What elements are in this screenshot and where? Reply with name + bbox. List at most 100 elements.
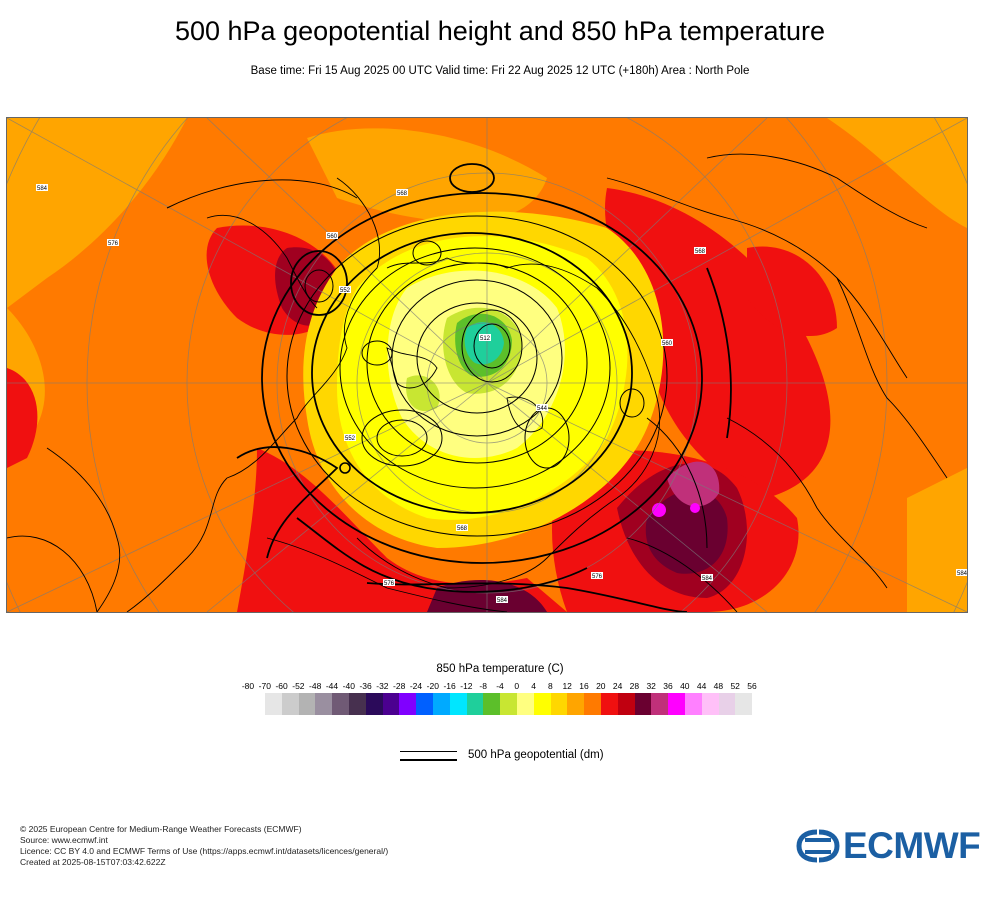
- contour-labels: 584 576 560 568 552 512 544 568 568 576 …: [36, 184, 967, 604]
- colorbar-tick-label: 8: [548, 681, 553, 691]
- colorbar-tick-label: -80: [241, 681, 255, 691]
- colorbar-swatch: [315, 693, 333, 715]
- credits-licence: Licence: CC BY 4.0 and ECMWF Terms of Us…: [20, 846, 389, 856]
- colorbar-tick-label: -60: [275, 681, 288, 691]
- colorbar-swatch: [567, 693, 585, 715]
- region-yellow-green-sw: [406, 375, 440, 412]
- colorbar-tick-label: 40: [680, 681, 690, 691]
- colorbar-tick-label: -36: [359, 681, 372, 691]
- colorbar-tick-label: -32: [376, 681, 389, 691]
- region-light-orange-ne: [827, 118, 967, 228]
- colorbar-swatch: [382, 693, 400, 715]
- contour-label: 560: [327, 234, 338, 240]
- ecmwf-logo-text: ECMWF: [843, 825, 981, 866]
- colorbar-swatch: [332, 693, 349, 715]
- colorbar-swatch: [500, 693, 517, 715]
- colorbar-swatch: [550, 693, 568, 715]
- contour-label: 560: [662, 341, 673, 347]
- legend-title: 850 hPa temperature (C): [436, 663, 564, 675]
- colorbar-swatch: [533, 693, 551, 715]
- contour-label: 576: [592, 574, 603, 580]
- colorbar-swatch: [399, 693, 417, 715]
- colorbar-tick-label: -16: [443, 681, 456, 691]
- region-pink-se: [667, 461, 720, 507]
- colorbar-swatch: [600, 693, 618, 715]
- geopotential-contours: [166, 163, 732, 612]
- colorbar-tick-label: 48: [713, 681, 724, 691]
- colorbar-swatch: [348, 693, 366, 715]
- colorbar-swatch: [466, 693, 484, 715]
- colorbar-tick-label: 0: [514, 681, 520, 691]
- contour-label: 544: [537, 406, 548, 412]
- contour-label: 568: [457, 526, 468, 532]
- credits-copyright: © 2025 European Centre for Medium-Range …: [20, 824, 302, 834]
- contour-label: 584: [497, 598, 508, 604]
- credits: © 2025 European Centre for Medium-Range …: [20, 824, 388, 868]
- colorbar-tick-label: -8: [479, 681, 487, 691]
- colorbar-swatch: [651, 693, 669, 715]
- contour-label: 584: [37, 186, 48, 192]
- ecmwf-logo-icon: [796, 829, 840, 863]
- colorbar: [265, 693, 753, 715]
- colorbar-tick-label: -12: [460, 681, 473, 691]
- region-magenta-hotspot-2: [690, 503, 700, 513]
- colorbar-tick-label: 24: [612, 681, 623, 691]
- colorbar-swatch: [432, 693, 450, 715]
- colorbar-tick-label: 4: [531, 681, 536, 691]
- colorbar-swatch: [634, 693, 652, 715]
- colorbar-tick-label: 52: [730, 681, 740, 691]
- colorbar-swatch: [735, 693, 753, 715]
- geopotential-legend: 500 hPa geopotential (dm): [400, 747, 660, 767]
- colorbar-swatch: [516, 693, 534, 715]
- colorbar-swatch: [701, 693, 719, 715]
- contour-label: 552: [345, 436, 356, 442]
- colorbar-swatch: [668, 693, 685, 715]
- colorbar-tick-label: -44: [325, 681, 339, 691]
- contour-label: 568: [397, 191, 408, 197]
- colorbar-swatch: [281, 693, 299, 715]
- ecmwf-logo: ECMWF: [795, 826, 985, 866]
- colorbar-tick-label: -24: [409, 681, 423, 691]
- region-red-ne: [747, 246, 837, 337]
- colorbar-tick-label: 12: [562, 681, 572, 691]
- colorbar-tick-label: -48: [309, 681, 322, 691]
- contour-label: 584: [957, 571, 967, 577]
- contour-label: 576: [384, 581, 395, 587]
- colorbar-swatch: [718, 693, 736, 715]
- colorbar-swatch: [298, 693, 316, 715]
- map-panel: 584 576 560 568 552 512 544 568 568 576 …: [6, 117, 968, 613]
- legend-thin-line: [400, 751, 457, 752]
- geopotential-legend-label: 500 hPa geopotential (dm): [468, 749, 604, 761]
- colorbar-tick-label: 28: [629, 681, 640, 691]
- contour-label: 512: [480, 336, 491, 342]
- colorbar-swatch: [617, 693, 635, 715]
- colorbar-tick-label: -20: [426, 681, 439, 691]
- colorbar-tick-label: -4: [496, 681, 504, 691]
- region-magenta-hotspot-1: [652, 503, 666, 517]
- colorbar-tick-label: -40: [342, 681, 355, 691]
- contour-label: 584: [702, 576, 713, 582]
- colorbar-swatch: [584, 693, 601, 715]
- region-teal-center: [464, 322, 504, 365]
- region-red-south: [237, 448, 567, 612]
- colorbar-tick-label: -28: [393, 681, 406, 691]
- credits-created: Created at 2025-08-15T07:03:42.622Z: [20, 857, 166, 867]
- colorbar-tick-label: 16: [579, 681, 589, 691]
- contour-label: 576: [108, 241, 119, 247]
- colorbar-tick-label: 20: [596, 681, 606, 691]
- colorbar-swatch: [416, 693, 433, 715]
- contour-label: 552: [340, 288, 351, 294]
- region-light-orange-se: [907, 468, 967, 612]
- credits-source: Source: www.ecmwf.int: [20, 835, 108, 845]
- colorbar-tick-label: 32: [646, 681, 656, 691]
- region-maroon-se: [645, 489, 728, 574]
- region-red-west-edge: [7, 368, 38, 468]
- colorbar-swatch: [265, 693, 282, 715]
- colorbar-swatch: [449, 693, 467, 715]
- colorbar-tick-label: 44: [696, 681, 707, 691]
- legend-thick-line: [400, 759, 457, 761]
- region-light-orange-nw: [7, 118, 187, 308]
- colorbar-tick-label: 36: [663, 681, 673, 691]
- colorbar-swatch: [684, 693, 702, 715]
- map-svg: 584 576 560 568 552 512 544 568 568 576 …: [7, 118, 967, 612]
